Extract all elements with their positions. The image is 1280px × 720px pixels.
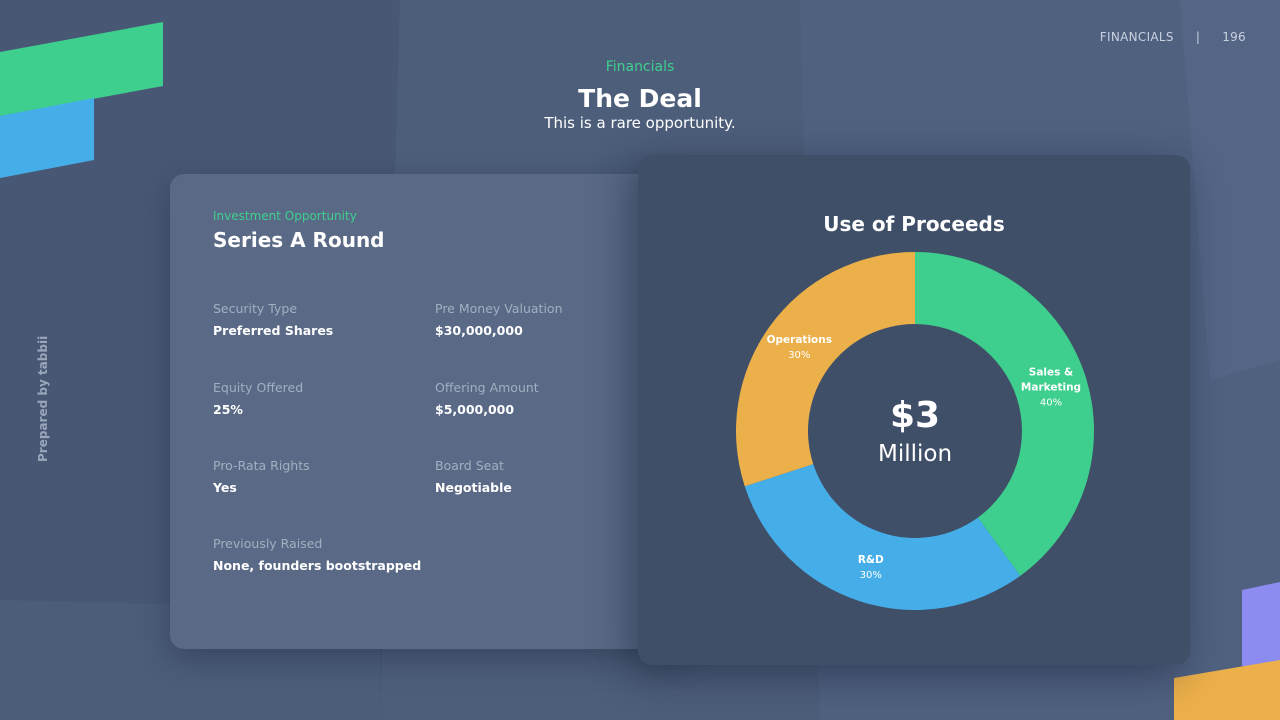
donut-chart: Sales & Marketing 40% R&D 30% Operations 30% $3…	[736, 252, 1094, 610]
term-label: Security Type	[213, 301, 298, 316]
donut-slice-r-d	[744, 464, 1021, 610]
term-label: Board Seat	[435, 458, 504, 473]
chart-title: Use of Proceeds	[823, 212, 1005, 236]
donut-slice-operations	[736, 252, 915, 487]
card-title: Series A Round	[213, 228, 385, 252]
term-value: 25%	[213, 402, 243, 417]
term-value: $5,000,000	[435, 402, 515, 417]
blue-stripe	[0, 98, 94, 178]
use-of-proceeds-card: Use of Proceeds Sales & Marketing 40% R&D 30…	[638, 155, 1190, 665]
term-equity-offered: Equity Offered 25%	[213, 380, 433, 417]
slice-label-operations: Operations 30%	[767, 334, 832, 361]
page-eyebrow: Financials	[605, 59, 675, 75]
slice-percent-text: 40%	[1040, 397, 1062, 408]
term-value: Negotiable	[435, 480, 512, 495]
green-stripe	[0, 22, 163, 116]
purple-block	[1242, 582, 1280, 666]
term-label: Offering Amount	[435, 380, 539, 395]
slice-name-text: Sales &	[1029, 366, 1073, 378]
page-title: The Deal	[578, 84, 702, 113]
term-label: Previously Raised	[213, 536, 323, 551]
section-name: FINANCIALS	[1099, 30, 1174, 44]
term-value: Yes	[213, 480, 237, 495]
term-pro-rata-rights: Pro-Rata Rights Yes	[213, 458, 433, 495]
page-number: 196	[1222, 30, 1246, 44]
header-meta: FINANCIALS | 196	[1100, 30, 1246, 44]
slice-percent-text: 30%	[860, 570, 882, 581]
side-credit: Prepared by tabbii	[36, 335, 50, 462]
center-unit: Million	[878, 441, 952, 467]
header-separator: |	[1195, 30, 1201, 44]
term-value: Preferred Shares	[213, 323, 334, 338]
orange-block	[1174, 660, 1280, 720]
term-label: Equity Offered	[213, 380, 304, 395]
center-value: $3	[890, 395, 940, 436]
term-offering-amount: Offering Amount $5,000,000	[435, 380, 655, 417]
page-subtitle: This is a rare opportunity.	[544, 114, 736, 132]
term-label: Pro-Rata Rights	[213, 458, 310, 473]
term-previously-raised: Previously Raised None, founders bootstr…	[213, 536, 433, 573]
slice-name-text: Marketing	[1021, 381, 1081, 393]
deal-terms-card: Investment Opportunity Series A Round Se…	[170, 174, 690, 649]
slice-name-text: R&D	[858, 554, 884, 566]
term-board-seat: Board Seat Negotiable	[435, 458, 655, 495]
term-security-type: Security Type Preferred Shares	[213, 301, 433, 338]
term-pre-money-valuation: Pre Money Valuation $30,000,000	[435, 301, 655, 338]
term-value: None, founders bootstrapped	[213, 558, 422, 573]
slice-label-sales-marketing: Sales & Marketing 40%	[1021, 366, 1081, 408]
term-label: Pre Money Valuation	[435, 301, 563, 316]
donut-slice-sales-marketing	[915, 252, 1094, 576]
card-eyebrow: Investment Opportunity	[213, 209, 357, 223]
slice-label-r-d: R&D 30%	[858, 554, 884, 581]
slice-name-text: Operations	[767, 334, 832, 346]
term-value: $30,000,000	[435, 323, 523, 338]
slice-percent-text: 30%	[788, 350, 810, 361]
